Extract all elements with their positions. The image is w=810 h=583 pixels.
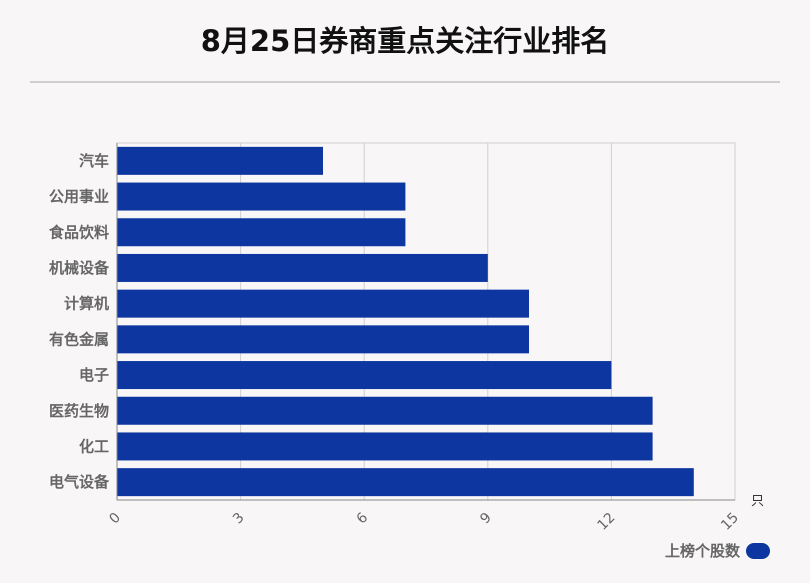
bar-3 xyxy=(117,253,488,282)
category-label: 有色金属 xyxy=(49,330,109,348)
bar-9 xyxy=(117,468,694,497)
bar-0 xyxy=(117,146,323,175)
category-label: 公用事业 xyxy=(49,188,109,206)
legend-label: 上榜个股数 xyxy=(664,542,740,560)
bar-1 xyxy=(117,182,406,211)
x-tick-label: 6 xyxy=(354,510,372,528)
title-divider xyxy=(30,81,780,83)
chart-title: 8月25日券商重点关注行业排名 xyxy=(200,24,610,58)
x-tick-label: 9 xyxy=(477,510,495,528)
bar-4 xyxy=(117,289,529,318)
bar-5 xyxy=(117,325,529,354)
category-label: 电气设备 xyxy=(49,473,110,491)
category-label: 机械设备 xyxy=(49,259,110,277)
category-label: 计算机 xyxy=(64,295,109,313)
axis-layer xyxy=(116,143,735,501)
legend[interactable]: 上榜个股数 xyxy=(665,540,770,561)
category-label: 电子 xyxy=(79,366,109,384)
bar-layer xyxy=(117,146,694,497)
bar-8 xyxy=(117,432,653,461)
legend-swatch xyxy=(746,542,770,559)
x-tick-label: 3 xyxy=(230,510,248,528)
x-axis-unit: 只 xyxy=(751,494,764,509)
x-tick-label: 0 xyxy=(106,510,124,528)
x-tick-label: 15 xyxy=(718,510,742,534)
x-tick-label: 12 xyxy=(595,510,619,534)
category-label: 化工 xyxy=(79,437,109,455)
bar-7 xyxy=(117,396,653,425)
bar-6 xyxy=(117,361,612,390)
bar-2 xyxy=(117,218,406,247)
category-label: 汽车 xyxy=(79,152,109,170)
category-label: 医药生物 xyxy=(49,402,109,420)
category-label: 食品饮料 xyxy=(49,223,109,241)
